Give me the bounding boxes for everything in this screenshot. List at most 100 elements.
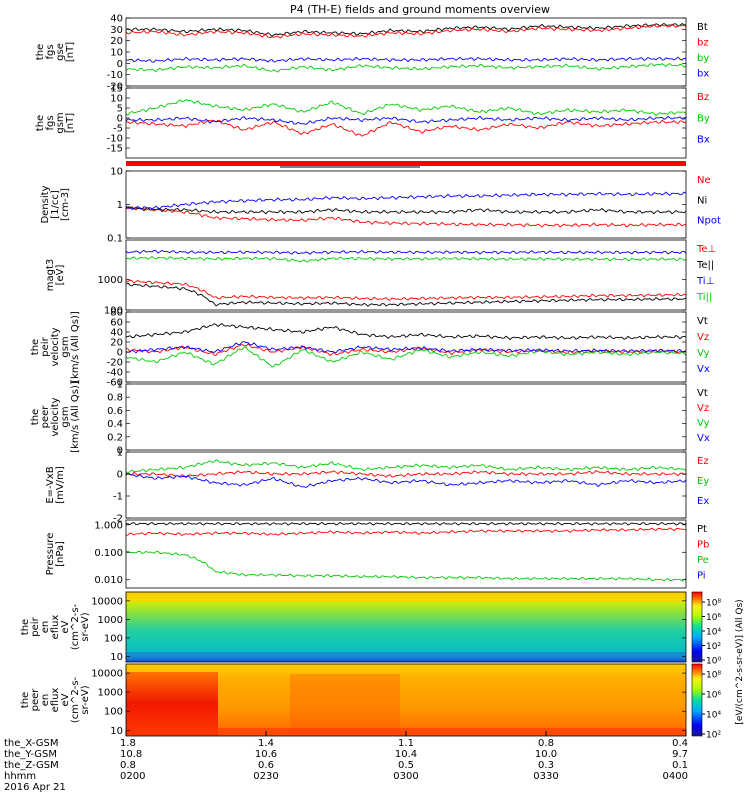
series-line-Ni: [125, 206, 687, 215]
series-line-Te⊥: [125, 279, 687, 301]
ytick-label: 20: [110, 36, 123, 47]
y-axis-label-line: gsm: [60, 406, 71, 427]
y-axis-label-line: sr-eV): [80, 612, 91, 641]
legend-entry: Ey: [697, 476, 709, 487]
colorbar-tick-label: 10²: [706, 642, 721, 652]
y-axis-label-line: en: [40, 621, 51, 634]
legend-entry: Vy: [697, 348, 710, 359]
ytick-label: -20: [107, 358, 123, 369]
y-axis-label: the peer velocity gsm [km/s (All Qs)]: [30, 381, 81, 453]
y-axis-label-line: [km/s (All Qs)]: [70, 381, 81, 453]
legend-entry: Vy: [697, 418, 710, 429]
y-axis-label-line: [km/s (All Qs)]: [70, 311, 81, 383]
series-line-bx: [125, 56, 687, 63]
legend-entry: Te⊥: [696, 244, 716, 255]
y-axis-label-line: velocity: [50, 397, 61, 436]
xtick-label: 1.8: [120, 738, 136, 749]
colorbar-upper: [691, 591, 703, 663]
xtick-label: 10.0: [535, 749, 557, 760]
ytick-label: -15: [107, 144, 123, 155]
y-axis-label-line: velocity: [50, 327, 61, 366]
xtick-label: 10.8: [120, 749, 142, 760]
xtick-label: 0400: [663, 771, 688, 782]
legend-entry: Npot: [697, 216, 721, 227]
ytick-label: 0.010: [94, 575, 123, 586]
series-line-Bz: [125, 119, 687, 137]
panel-density: 0.1 1 10 Density [1/cc] [cm-3] Ne Ni Npot: [40, 167, 721, 245]
legend-entry: Te||: [696, 260, 714, 271]
colorbar-tick-label: 10⁸: [706, 599, 721, 609]
ytick-label: 30: [110, 25, 123, 36]
legend-entry: by: [697, 53, 709, 64]
xtick-label: 0.6: [258, 760, 274, 771]
colorbar-tick-label: 10⁸: [706, 671, 721, 681]
ytick-label: 1000: [98, 615, 123, 626]
panel-frame: [125, 311, 687, 383]
series-line-Pt: [125, 521, 687, 526]
y-axis-label: the peer en eflux eV (cm^2-s-sr-eV): [20, 676, 91, 723]
ytick-label: 1000: [98, 275, 123, 286]
ytick-label: 5: [117, 104, 123, 115]
ytick-label: 0: [117, 114, 123, 125]
y-axis-label-line: en: [40, 694, 51, 707]
colorbar: 10⁸ 10⁶ 10⁴ 10² 10⁰ 10⁸ 10⁶ 10⁴ 10² [eV/(cm^2-s-…: [691, 591, 745, 741]
y-axis-label-line: fgs: [45, 115, 56, 130]
ytick-label: 40: [110, 328, 123, 339]
legend-entry: Vx: [697, 364, 710, 375]
y-axis-label-line: peir: [30, 616, 41, 636]
colorbar-tick-label: 10⁴: [706, 628, 721, 638]
xtick-label: 10.4: [395, 749, 417, 760]
x-axis-row-label: 2016 Apr 21: [4, 782, 66, 793]
legend-entry: bx: [697, 69, 709, 80]
y-axis-label: Pressure [nPa]: [45, 533, 66, 576]
x-axis-row-label: the_Y-GSM: [4, 749, 57, 760]
panel-frame: [125, 451, 687, 519]
ytick-label: -60: [107, 378, 123, 389]
ytick-label: -10: [107, 70, 123, 81]
spectrogram-mid-region: [290, 674, 400, 736]
xtick-label: 0.3: [538, 760, 554, 771]
panel-peer-velocity: 0 0.2 0.4 0.6 0.8 1 the peer velocity gsm [km/s (A…: [30, 380, 710, 457]
series-line-Pe: [125, 550, 687, 582]
y-axis-label-line: (cm^2-s-: [70, 676, 81, 723]
ytick-label: 10000: [91, 669, 123, 680]
colorbar-lower: [691, 663, 703, 737]
legend-entry: Vt: [697, 316, 708, 327]
ytick-label: 0: [117, 470, 123, 481]
legend-entry: Ti||: [696, 292, 712, 303]
y-axis-label-line: eflux: [50, 615, 61, 640]
xtick-label: 0230: [253, 771, 278, 782]
series-line-Ex: [125, 472, 687, 489]
ytick-label: 40: [110, 14, 123, 25]
xtick-label: 0330: [533, 771, 558, 782]
ytick-label: 15: [110, 84, 123, 95]
y-axis-label: Density [1/cc] [cm-3]: [40, 185, 71, 223]
spectrogram-low-band: [126, 652, 686, 662]
y-axis-label-line: the: [20, 619, 31, 635]
series-line-Ez: [125, 470, 687, 479]
xtick-label: 0300: [393, 771, 418, 782]
ytick-label: 1: [117, 448, 123, 459]
colorbar-label: [eV/(cm^2-s-sr-eV)] (All Qs): [735, 599, 745, 724]
xtick-label: 0.5: [398, 760, 414, 771]
ytick-label: 10: [110, 652, 123, 663]
panel-frame: [125, 87, 687, 159]
ytick-label: 100: [104, 633, 123, 644]
legend-entry: By: [697, 113, 710, 124]
xtick-label: 1.1: [398, 738, 414, 749]
legend-entry: Pe: [697, 555, 709, 566]
y-axis-label-line: gsm: [55, 112, 66, 133]
ytick-label: -2: [113, 514, 123, 525]
y-axis-label-line: magt3: [45, 259, 56, 292]
series-line-Ne: [125, 206, 687, 228]
y-axis-label-line: [nPa]: [55, 541, 66, 567]
ytick-label: -1: [113, 492, 123, 503]
ytick-label: -20: [107, 82, 123, 93]
colorbar-tick-label: 10⁶: [706, 613, 721, 623]
y-axis-label-line: gse: [55, 43, 66, 61]
ytick-label: -5: [113, 124, 123, 135]
ytick-label: 0.8: [107, 393, 123, 404]
